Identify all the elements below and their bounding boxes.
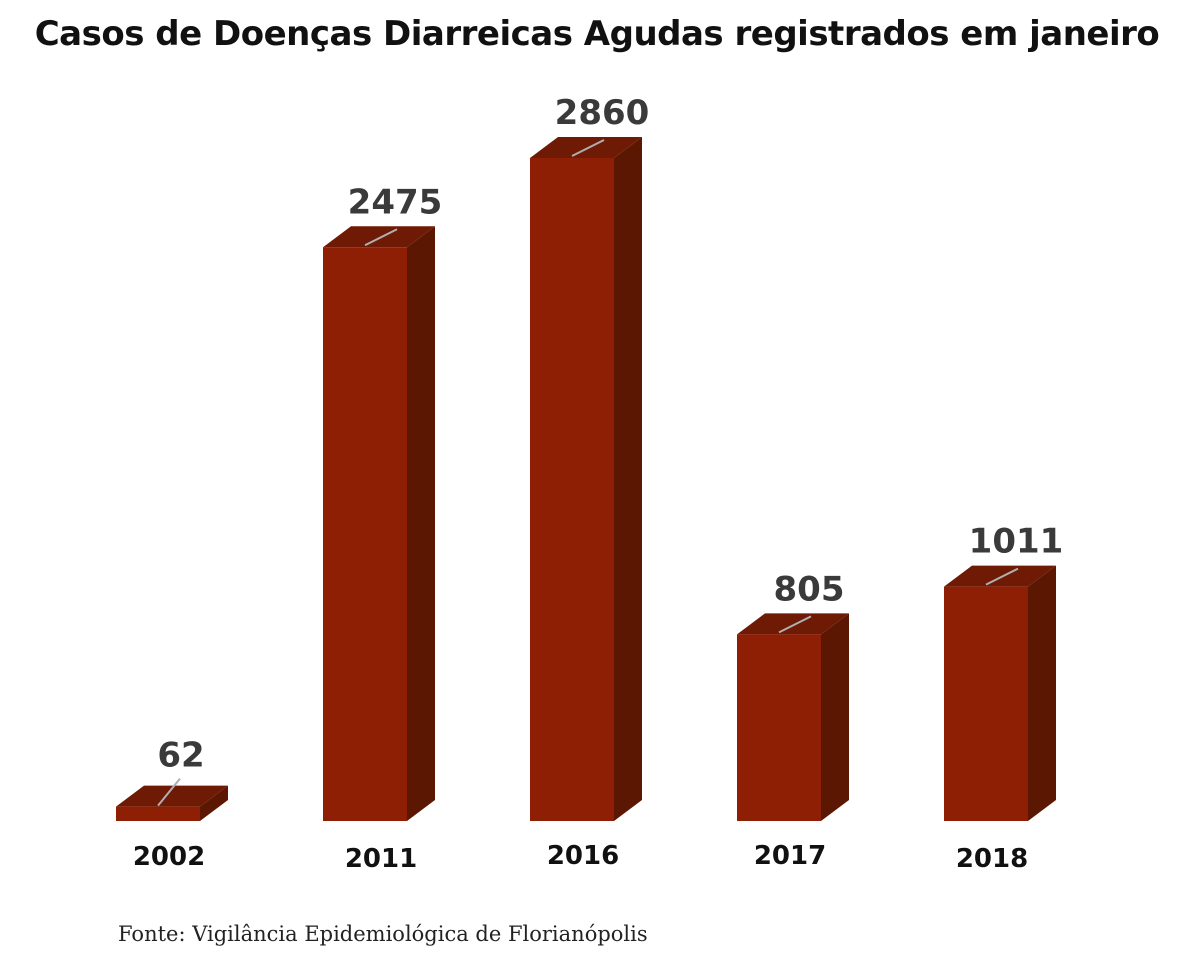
bar-top-2002	[116, 785, 228, 807]
category-label-2016: 2016	[547, 841, 619, 871]
bar-top-2011	[323, 226, 435, 248]
bar-side-2018	[1028, 565, 1056, 821]
category-label-2011: 2011	[345, 844, 417, 874]
leader-line-2002	[157, 777, 181, 807]
bar-top-2017	[737, 613, 849, 635]
bar-side-2011	[407, 226, 435, 821]
leader-line-2017	[778, 615, 812, 634]
bar-2016	[530, 158, 614, 821]
bar-side-2017	[821, 613, 849, 821]
bar-side-2016	[614, 137, 642, 821]
value-label-2017: 805	[774, 569, 845, 609]
chart-source: Fonte: Vigilância Epidemiológica de Flor…	[118, 922, 648, 946]
bars-layer	[116, 137, 1056, 821]
bar-top-2016	[530, 137, 642, 158]
category-label-2017: 2017	[754, 841, 826, 871]
bar-side-2002	[200, 785, 228, 821]
bar-2017	[737, 634, 821, 821]
bar-top-2018	[944, 565, 1056, 587]
bar-2018	[944, 586, 1028, 821]
leader-line-2011	[364, 228, 398, 247]
leader-line-2018	[985, 567, 1019, 586]
value-label-2018: 1011	[969, 522, 1064, 562]
category-label-2018: 2018	[956, 844, 1028, 874]
bar-2011	[323, 247, 407, 821]
value-label-2011: 2475	[348, 182, 443, 222]
leader-line-2016	[571, 139, 605, 157]
category-label-2002: 2002	[133, 842, 205, 872]
bar-2002	[116, 806, 200, 821]
chart-title: Casos de Doenças Diarreicas Agudas regis…	[34, 14, 1160, 54]
value-label-2002: 62	[157, 736, 204, 776]
value-label-2016: 2860	[555, 93, 650, 133]
labels-layer: 62 2002 2475 2011 2860 2016 805 2017 1011 2018	[133, 93, 1064, 874]
